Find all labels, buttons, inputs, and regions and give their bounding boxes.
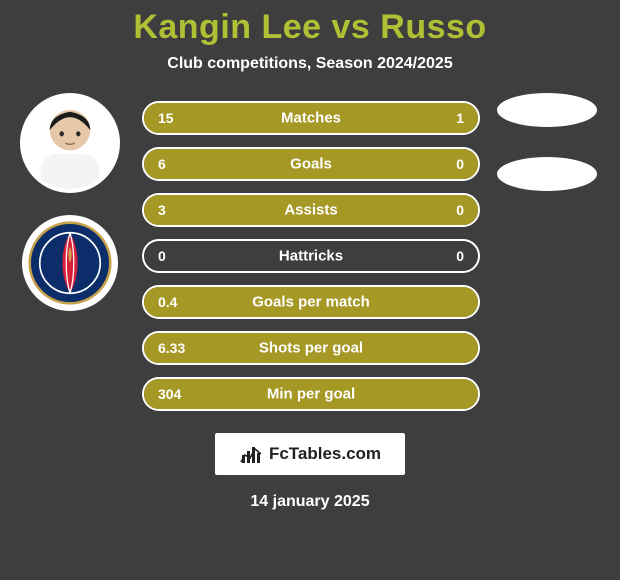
stat-value-left: 0 bbox=[158, 248, 166, 264]
stat-value-right: 0 bbox=[456, 248, 464, 264]
page-title: Kangin Lee vs Russo bbox=[10, 8, 610, 47]
stat-label: Goals bbox=[290, 156, 332, 173]
stat-bar: 3 0 Assists bbox=[142, 193, 480, 227]
stat-label: Matches bbox=[281, 110, 341, 127]
stat-bar: 6.33 Shots per goal bbox=[142, 331, 480, 365]
psg-crest-icon bbox=[28, 221, 112, 305]
bar-chart-icon bbox=[239, 442, 263, 466]
stat-value-left: 6.33 bbox=[158, 340, 185, 356]
stat-bar: 0 0 Hattricks bbox=[142, 239, 480, 273]
stat-bar: 0.4 Goals per match bbox=[142, 285, 480, 319]
stat-bars: 15 1 Matches 6 0 Goals 3 0 Assists 0 0 Hattricks 0.4… bbox=[142, 101, 480, 411]
stat-value-left: 3 bbox=[158, 202, 166, 218]
club-badge-left bbox=[22, 215, 118, 311]
stat-value-left: 15 bbox=[158, 110, 174, 126]
stat-value-right: 0 bbox=[456, 202, 464, 218]
brand-box: FcTables.com bbox=[215, 433, 405, 475]
content-area: 15 1 Matches 6 0 Goals 3 0 Assists 0 0 Hattricks 0.4… bbox=[10, 101, 610, 411]
stat-bar: 304 Min per goal bbox=[142, 377, 480, 411]
stat-bar: 6 0 Goals bbox=[142, 147, 480, 181]
stat-label: Goals per match bbox=[252, 294, 370, 311]
comparison-card: Kangin Lee vs Russo Club competitions, S… bbox=[0, 0, 620, 580]
left-player-column bbox=[10, 93, 130, 311]
page-subtitle: Club competitions, Season 2024/2025 bbox=[10, 55, 610, 73]
stat-label: Min per goal bbox=[267, 386, 355, 403]
brand-text: FcTables.com bbox=[269, 444, 381, 464]
player-avatar-right-placeholder bbox=[497, 93, 597, 127]
player-avatar-left bbox=[20, 93, 120, 193]
stat-label: Hattricks bbox=[279, 248, 343, 265]
stat-label: Shots per goal bbox=[259, 340, 363, 357]
person-icon bbox=[24, 97, 116, 189]
stat-value-left: 6 bbox=[158, 156, 166, 172]
stat-bar: 15 1 Matches bbox=[142, 101, 480, 135]
right-player-column bbox=[492, 93, 602, 191]
date-text: 14 january 2025 bbox=[10, 493, 610, 511]
stat-value-right: 1 bbox=[456, 110, 464, 126]
club-badge-right-placeholder bbox=[497, 157, 597, 191]
stat-value-left: 304 bbox=[158, 386, 181, 402]
stat-label: Assists bbox=[284, 202, 337, 219]
stat-value-left: 0.4 bbox=[158, 294, 177, 310]
stat-value-right: 0 bbox=[456, 156, 464, 172]
